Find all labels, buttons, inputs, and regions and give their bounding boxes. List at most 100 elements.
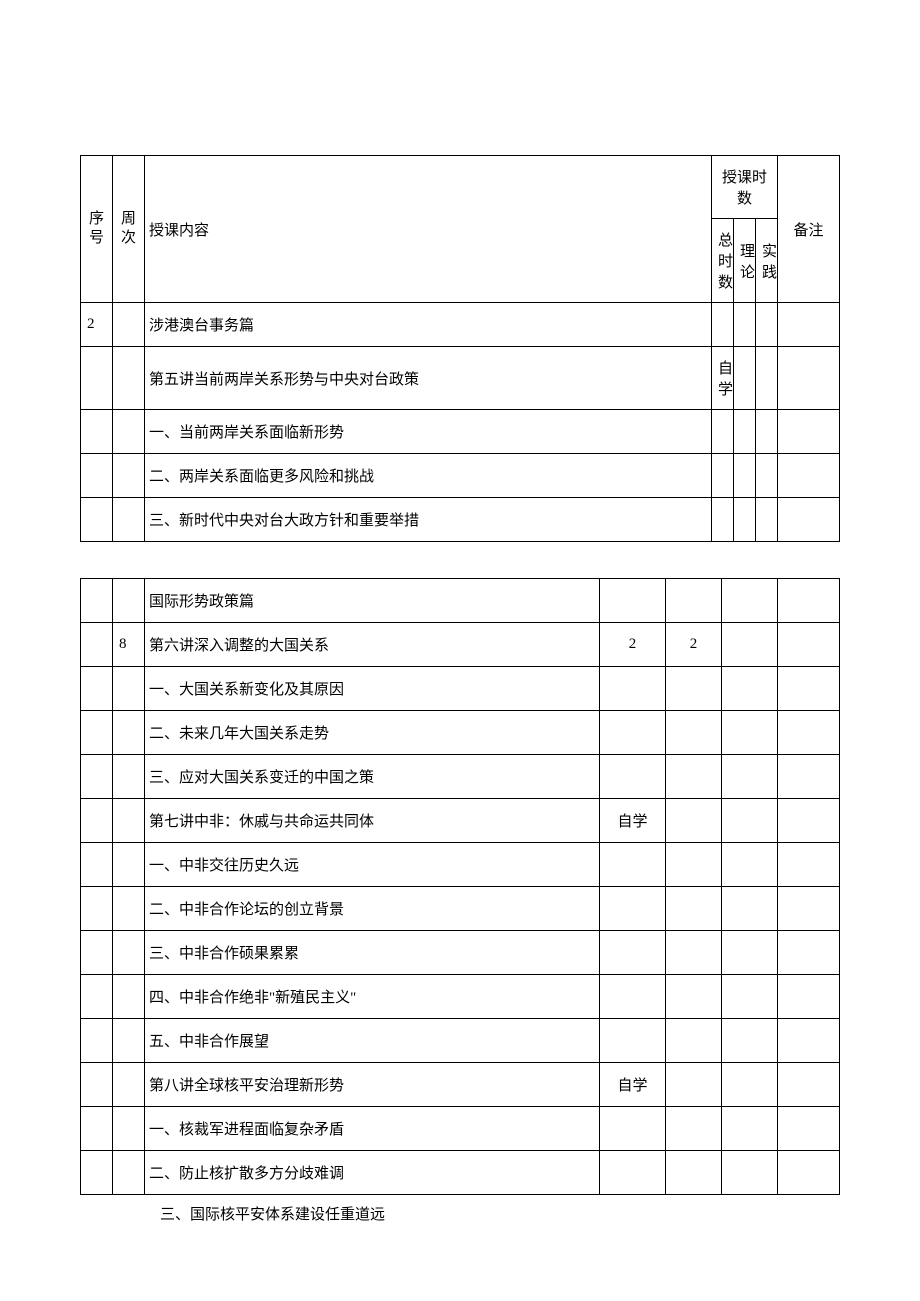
header-row-1: 序号 周次 授课内容 授课时数 备注 bbox=[81, 156, 840, 219]
cell-week bbox=[113, 843, 145, 887]
cell-theory bbox=[666, 1019, 722, 1063]
cell-seq bbox=[81, 410, 113, 454]
table-row: 一、核裁军进程面临复杂矛盾 bbox=[81, 1107, 840, 1151]
cell-week bbox=[113, 1107, 145, 1151]
cell-practice bbox=[722, 1063, 778, 1107]
cell-theory bbox=[666, 931, 722, 975]
cell-note bbox=[778, 887, 840, 931]
cell-note bbox=[778, 1063, 840, 1107]
cell-week bbox=[113, 303, 145, 347]
cell-theory bbox=[666, 1063, 722, 1107]
cell-practice bbox=[722, 843, 778, 887]
cell-note bbox=[778, 931, 840, 975]
cell-content: 第六讲深入调整的大国关系 bbox=[145, 623, 600, 667]
cell-seq bbox=[81, 623, 113, 667]
cell-total: 自学 bbox=[600, 1063, 666, 1107]
cell-practice bbox=[756, 498, 778, 542]
cell-theory bbox=[734, 410, 756, 454]
cell-note bbox=[778, 410, 840, 454]
cell-theory bbox=[666, 1151, 722, 1195]
cell-theory bbox=[666, 843, 722, 887]
cell-week bbox=[113, 410, 145, 454]
cell-seq bbox=[81, 1019, 113, 1063]
header-week: 周次 bbox=[113, 156, 145, 303]
table-row: 第七讲中非：休戚与共命运共同体 自学 bbox=[81, 799, 840, 843]
table-row: 2 涉港澳台事务篇 bbox=[81, 303, 840, 347]
table-row: 二、两岸关系面临更多风险和挑战 bbox=[81, 454, 840, 498]
cell-seq bbox=[81, 1151, 113, 1195]
cell-practice bbox=[722, 711, 778, 755]
cell-theory bbox=[666, 755, 722, 799]
cell-seq bbox=[81, 799, 113, 843]
cell-note bbox=[778, 711, 840, 755]
cell-week bbox=[113, 1151, 145, 1195]
table-row: 一、大国关系新变化及其原因 bbox=[81, 667, 840, 711]
table-row: 二、中非合作论坛的创立背景 bbox=[81, 887, 840, 931]
cell-week bbox=[113, 454, 145, 498]
cell-practice bbox=[722, 1019, 778, 1063]
cell-seq bbox=[81, 975, 113, 1019]
cell-note bbox=[778, 579, 840, 623]
table-row: 三、应对大国关系变迁的中国之策 bbox=[81, 755, 840, 799]
cell-week bbox=[113, 711, 145, 755]
cell-week bbox=[113, 347, 145, 410]
cell-total bbox=[600, 975, 666, 1019]
header-content: 授课内容 bbox=[145, 156, 712, 303]
cell-note bbox=[778, 975, 840, 1019]
header-note: 备注 bbox=[778, 156, 840, 303]
header-seq: 序号 bbox=[81, 156, 113, 303]
cell-week bbox=[113, 1019, 145, 1063]
cell-note bbox=[778, 1019, 840, 1063]
cell-seq bbox=[81, 931, 113, 975]
cell-seq bbox=[81, 843, 113, 887]
cell-total bbox=[600, 711, 666, 755]
cell-content: 一、当前两岸关系面临新形势 bbox=[145, 410, 712, 454]
cell-theory bbox=[666, 799, 722, 843]
cell-total bbox=[712, 454, 734, 498]
table-row: 四、中非合作绝非"新殖民主义" bbox=[81, 975, 840, 1019]
cell-seq bbox=[81, 887, 113, 931]
cell-seq bbox=[81, 667, 113, 711]
cell-total bbox=[600, 1107, 666, 1151]
trailing-text: 三、国际核平安体系建设任重道远 bbox=[80, 1195, 840, 1224]
header-theory: 理论 bbox=[734, 219, 756, 303]
cell-week bbox=[113, 799, 145, 843]
table-row: 国际形势政策篇 bbox=[81, 579, 840, 623]
cell-week bbox=[113, 1063, 145, 1107]
cell-theory bbox=[734, 498, 756, 542]
cell-note bbox=[778, 755, 840, 799]
cell-seq bbox=[81, 755, 113, 799]
cell-total bbox=[712, 498, 734, 542]
cell-note bbox=[778, 454, 840, 498]
cell-practice bbox=[722, 1151, 778, 1195]
cell-seq: 2 bbox=[81, 303, 113, 347]
cell-practice bbox=[722, 1107, 778, 1151]
table-row: 五、中非合作展望 bbox=[81, 1019, 840, 1063]
cell-practice bbox=[722, 579, 778, 623]
cell-total bbox=[600, 755, 666, 799]
cell-total: 2 bbox=[600, 623, 666, 667]
cell-note bbox=[778, 1151, 840, 1195]
cell-total bbox=[600, 931, 666, 975]
cell-practice bbox=[722, 887, 778, 931]
cell-practice bbox=[722, 623, 778, 667]
cell-theory bbox=[666, 711, 722, 755]
cell-practice bbox=[756, 347, 778, 410]
cell-total: 自学 bbox=[600, 799, 666, 843]
cell-theory bbox=[734, 347, 756, 410]
cell-content: 涉港澳台事务篇 bbox=[145, 303, 712, 347]
table-row: 8 第六讲深入调整的大国关系 2 2 bbox=[81, 623, 840, 667]
cell-content: 五、中非合作展望 bbox=[145, 1019, 600, 1063]
cell-content: 三、新时代中央对台大政方针和重要举措 bbox=[145, 498, 712, 542]
cell-week bbox=[113, 579, 145, 623]
cell-total bbox=[600, 1019, 666, 1063]
header-total: 总时数 bbox=[712, 219, 734, 303]
cell-seq bbox=[81, 498, 113, 542]
schedule-table-1: 序号 周次 授课内容 授课时数 备注 总时数 理论 实践 2 涉港澳台事务篇 第… bbox=[80, 155, 840, 542]
cell-theory bbox=[666, 1107, 722, 1151]
cell-note bbox=[778, 303, 840, 347]
cell-content: 一、大国关系新变化及其原因 bbox=[145, 667, 600, 711]
cell-theory bbox=[734, 303, 756, 347]
cell-note bbox=[778, 347, 840, 410]
cell-content: 四、中非合作绝非"新殖民主义" bbox=[145, 975, 600, 1019]
